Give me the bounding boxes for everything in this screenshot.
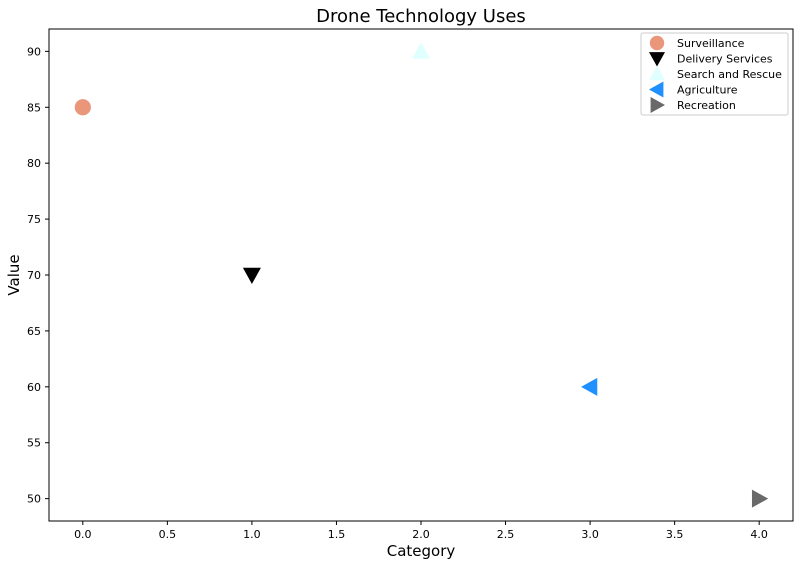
x-tick-label: 2.0 — [412, 528, 430, 541]
legend-marker-agriculture — [649, 81, 664, 98]
chart-title: Drone Technology Uses — [316, 6, 526, 27]
data-points — [74, 42, 769, 508]
y-tick-label: 80 — [27, 157, 41, 170]
x-tick-label: 3.0 — [581, 528, 599, 541]
legend-label-surveillance: Surveillance — [677, 37, 745, 50]
y-tick-label: 85 — [27, 101, 41, 114]
legend-box — [640, 32, 789, 116]
y-tick-label: 50 — [27, 493, 41, 506]
data-point-recreation — [751, 489, 769, 508]
legend-label-search-and-rescue: Search and Rescue — [677, 68, 782, 81]
y-tick-label: 75 — [27, 213, 41, 226]
y-tick-label: 60 — [27, 381, 41, 394]
legend-marker-recreation — [650, 97, 665, 113]
data-point-surveillance — [74, 99, 91, 116]
x-axis: 0.0 0.5 1.0 1.5 2.0 2.5 3.0 3.5 4.0 — [74, 521, 768, 541]
y-axis: 50 55 60 65 70 75 80 85 90 — [27, 45, 49, 506]
y-tick-label: 70 — [27, 269, 41, 282]
x-tick-label: 2.5 — [497, 528, 515, 541]
legend-marker-search-and-rescue — [649, 66, 665, 81]
legend-marker-surveillance — [649, 35, 665, 51]
data-point-delivery-services — [242, 267, 261, 284]
y-tick-label: 65 — [27, 325, 41, 338]
x-axis-label: Category — [387, 542, 456, 560]
y-axis-label: Value — [5, 254, 23, 295]
legend: Surveillance Delivery Services Search and … — [640, 32, 789, 116]
x-tick-label: 0.5 — [159, 528, 177, 541]
legend-marker-delivery-services — [649, 52, 665, 67]
legend-label-recreation: Recreation — [677, 99, 736, 112]
x-tick-label: 1.5 — [328, 528, 346, 541]
y-tick-label: 55 — [27, 437, 41, 450]
x-tick-label: 1.0 — [243, 528, 261, 541]
data-point-search-and-rescue — [412, 42, 430, 59]
x-tick-label: 3.5 — [666, 528, 684, 541]
legend-label-agriculture: Agriculture — [677, 84, 738, 97]
y-tick-label: 90 — [27, 45, 41, 58]
x-tick-label: 4.0 — [750, 528, 768, 541]
x-tick-label: 0.0 — [74, 528, 92, 541]
legend-label-delivery-services: Delivery Services — [677, 53, 773, 66]
data-point-agriculture — [581, 377, 598, 396]
